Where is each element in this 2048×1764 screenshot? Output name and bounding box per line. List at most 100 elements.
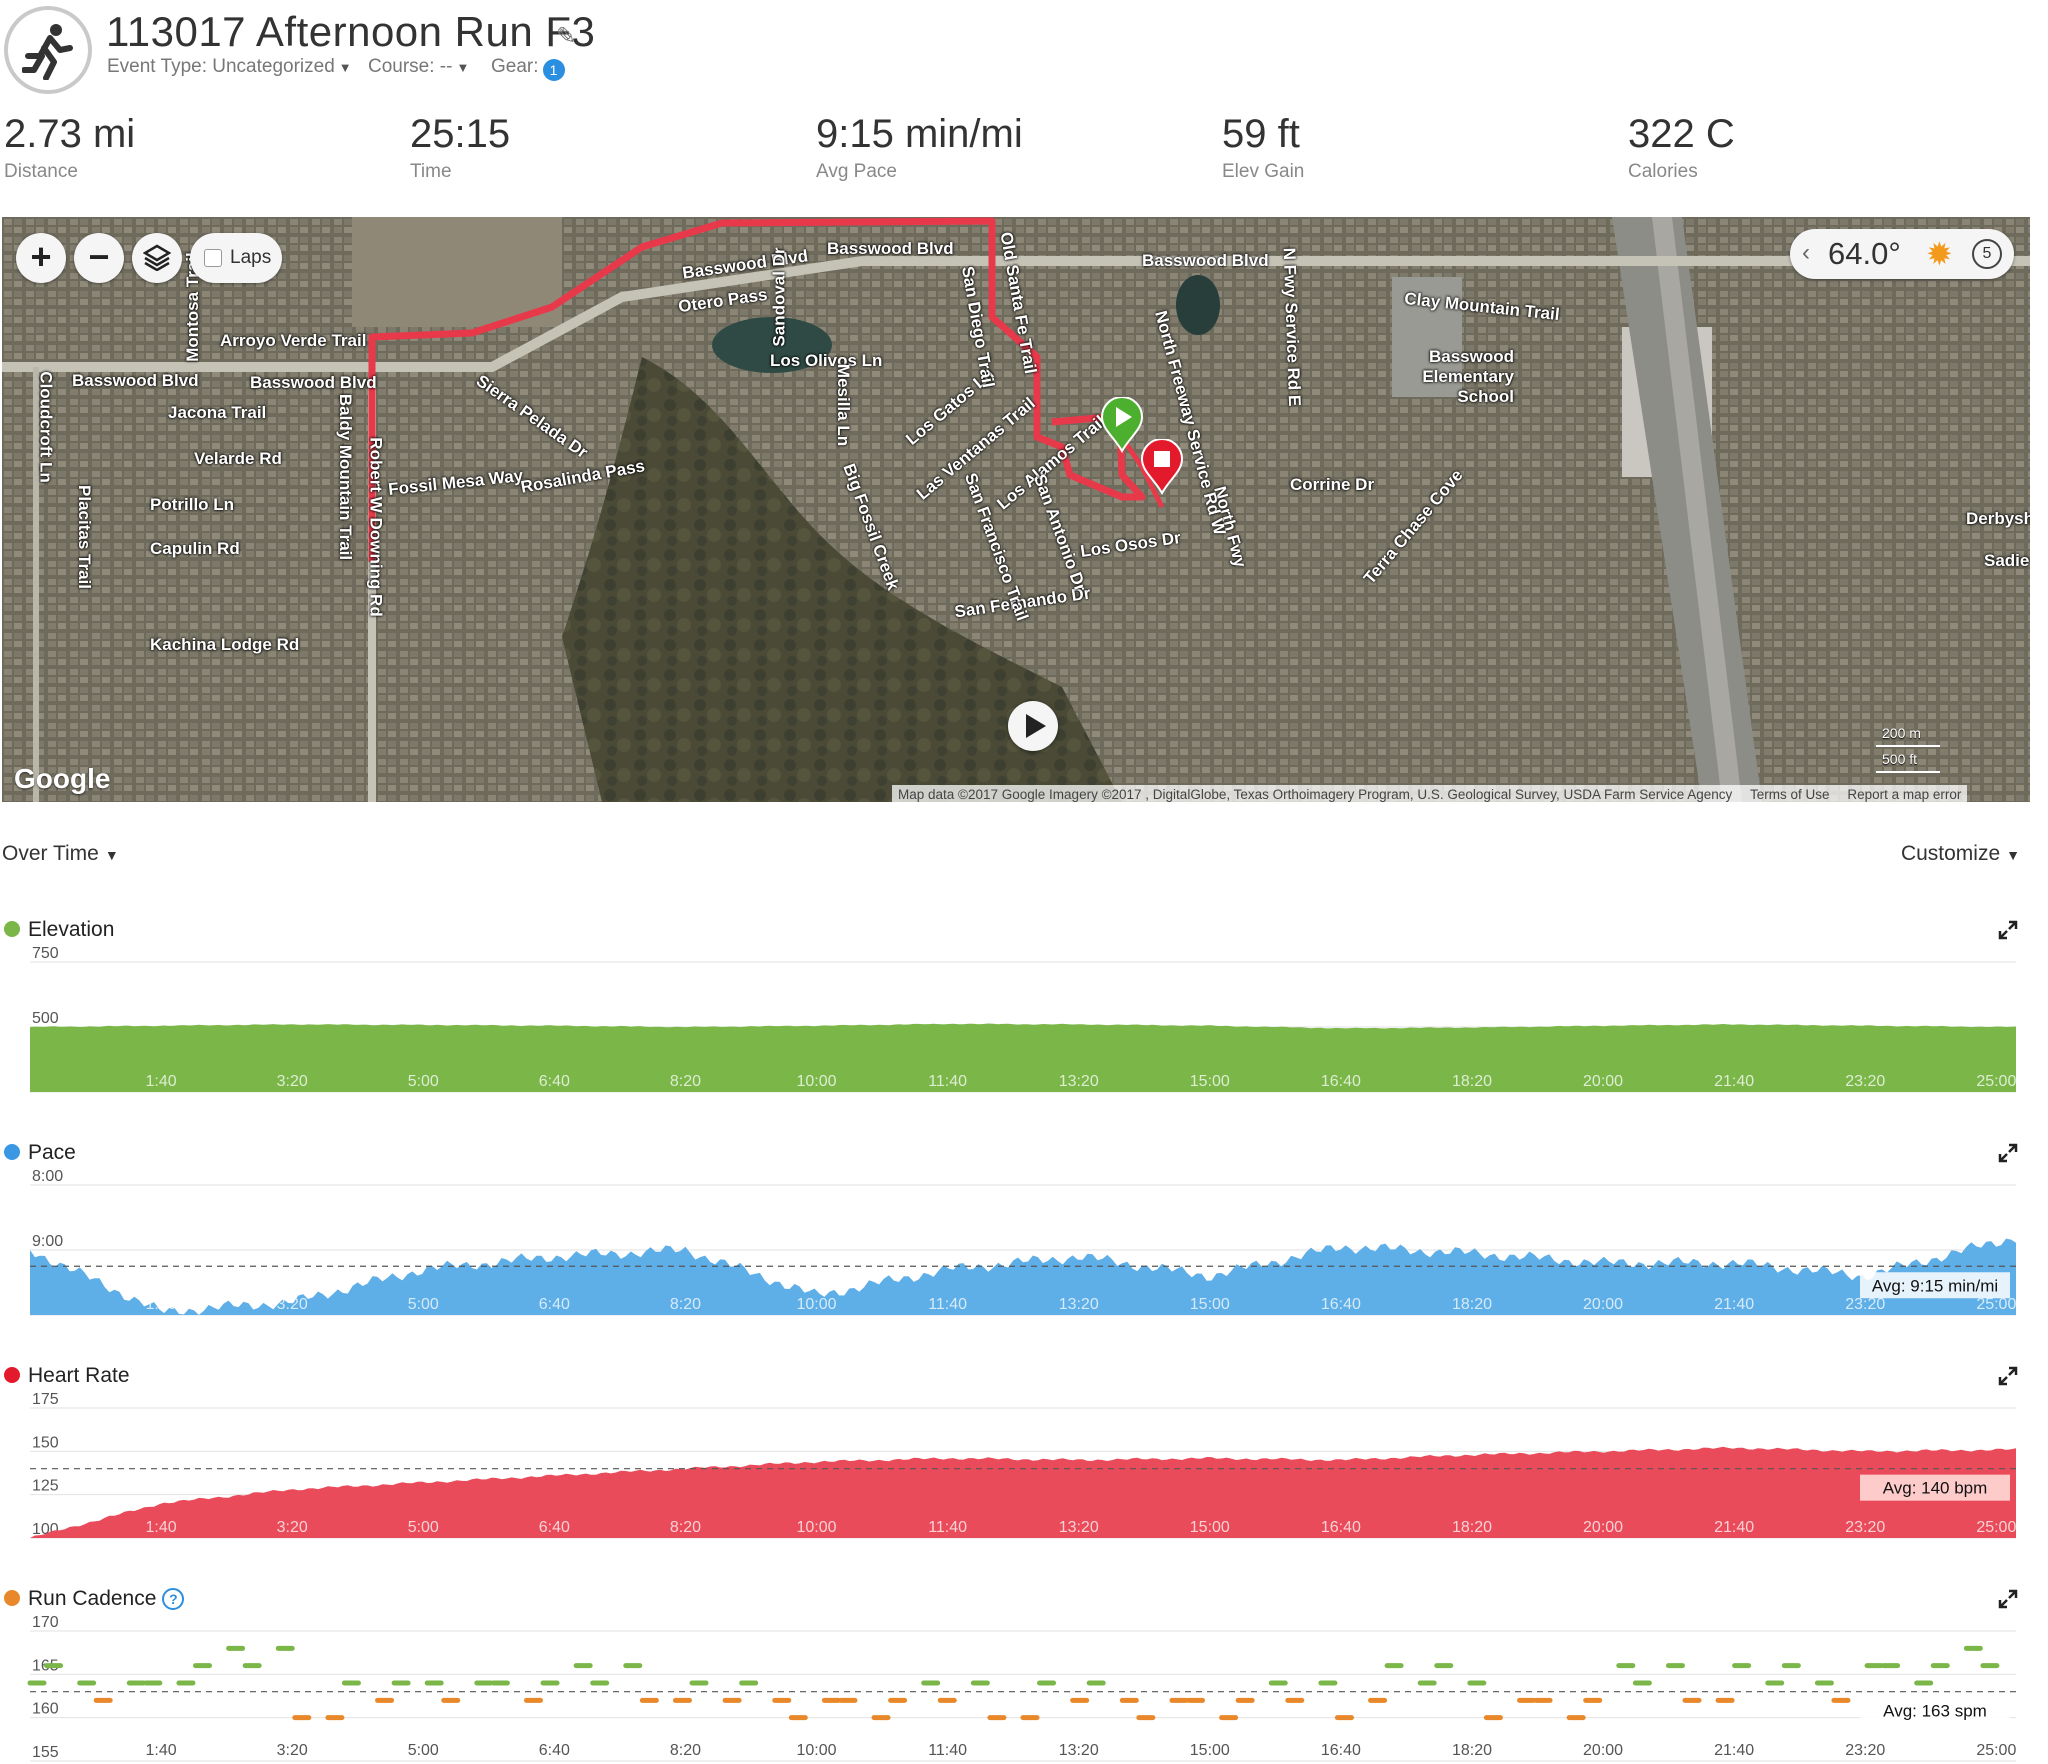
x-tick-label: 6:40 — [539, 1742, 570, 1759]
street-label: Jacona Trail — [168, 403, 267, 422]
x-tick-label: 15:00 — [1190, 1519, 1230, 1536]
y-tick-label: 500 — [32, 1010, 59, 1027]
customize-label: Customize — [1900, 842, 2001, 865]
street-label: Cloudcroft Ln — [36, 371, 56, 483]
terms-of-use-link[interactable]: Terms of Use — [1750, 787, 1830, 802]
x-tick-label: 5:00 — [408, 1519, 439, 1536]
over-time-dropdown[interactable]: Over Time ▼ — [2, 842, 119, 866]
y-tick-label: 750 — [32, 945, 59, 962]
chart-title-text: Elevation — [28, 918, 115, 941]
run-cadence-chart: Run Cadence? 170165160155Avg: 163 spm1:4… — [0, 1587, 2048, 1764]
average-label-bg — [1860, 1474, 2010, 1501]
run-cadence-plot[interactable]: 170165160155Avg: 163 spm1:403:205:006:40… — [0, 1613, 2048, 1764]
x-tick-label: 6:40 — [539, 1073, 570, 1090]
chevron-left-icon[interactable]: ‹ — [1802, 239, 1810, 266]
laps-checkbox[interactable] — [204, 249, 222, 267]
satellite-imagery — [2, 217, 2030, 802]
route-map[interactable]: Basswood Blvd Basswood Blvd Basswood Blv… — [2, 217, 2030, 802]
zoom-in-button[interactable]: + — [16, 233, 66, 283]
course-dropdown[interactable]: Course: -- ▼ — [368, 56, 469, 78]
scale-metric: 200 m — [1876, 721, 1940, 747]
x-tick-label: 15:00 — [1190, 1296, 1230, 1313]
x-tick-label: 21:40 — [1714, 1073, 1754, 1090]
stat-label: Calories — [1628, 161, 1698, 182]
activity-header: 113017 Afternoon Run F3 ✎ Event Type: Un… — [0, 0, 2048, 100]
average-label: Avg: 163 spm — [1883, 1702, 1987, 1721]
gear-selector[interactable]: Gear: 1 — [491, 56, 565, 81]
report-map-error-link[interactable]: Report a map error — [1847, 787, 1962, 802]
play-route-button[interactable] — [1008, 701, 1058, 751]
x-tick-label: 6:40 — [539, 1296, 570, 1313]
caret-down-icon: ▼ — [2006, 847, 2020, 863]
pace-chart: Pace 8:00 9:00 10:00 Avg: 9:15 min/mi 1:40 3:… — [0, 1141, 2048, 1331]
x-tick-label: 11:40 — [928, 1073, 967, 1090]
x-tick-label: 1:40 — [146, 1519, 177, 1536]
x-tick-label: 3:20 — [277, 1742, 308, 1759]
help-icon[interactable]: ? — [162, 1588, 185, 1610]
street-label: Potrillo Ln — [150, 495, 235, 514]
google-logo: Google — [14, 763, 111, 794]
expand-icon[interactable] — [1998, 1143, 2018, 1163]
chart-title: Pace — [0, 1141, 76, 1165]
gear-count-badge: 1 — [542, 59, 565, 81]
elevation-plot[interactable]: 7505002501:403:205:006:408:2010:0011:401… — [0, 944, 2048, 1108]
x-tick-label: 8:20 — [670, 1296, 701, 1313]
expand-icon[interactable] — [1998, 1366, 2018, 1386]
x-tick-label: 8:20 — [670, 1742, 701, 1759]
y-tick-label: 175 — [32, 1391, 59, 1408]
y-tick-label: 125 — [32, 1478, 59, 1495]
street-label: Derbysh — [1966, 509, 2030, 528]
stat-label: Elev Gain — [1222, 161, 1305, 182]
expand-icon[interactable] — [1998, 920, 2018, 940]
x-tick-label: 8:20 — [670, 1519, 701, 1536]
y-tick-label: 160 — [32, 1701, 59, 1718]
x-tick-label: 1:40 — [146, 1742, 177, 1759]
caret-down-icon: ▼ — [456, 60, 470, 75]
expand-icon[interactable] — [1998, 1589, 2018, 1609]
x-tick-label: 23:20 — [1845, 1073, 1885, 1090]
x-tick-label: 25:00 — [1976, 1296, 2016, 1313]
x-tick-label: 23:20 — [1845, 1742, 1885, 1759]
stat-calories: 322 C Calories — [1628, 112, 1735, 183]
laps-toggle[interactable]: Laps — [190, 233, 282, 283]
x-tick-label: 6:40 — [539, 1519, 570, 1536]
street-label: Velarde Rd — [194, 449, 282, 468]
event-type-dropdown[interactable]: Event Type: Uncategorized ▼ — [107, 56, 352, 78]
chart-title-text: Run Cadence — [28, 1587, 157, 1610]
x-tick-label: 18:20 — [1452, 1519, 1492, 1536]
street-label: Sandoval Dr — [769, 247, 789, 347]
edit-title-pencil-icon[interactable]: ✎ — [556, 23, 577, 50]
x-tick-label: 13:20 — [1059, 1742, 1099, 1759]
street-label: Arroyo Verde Trail — [220, 331, 367, 350]
x-tick-label: 8:20 — [670, 1073, 701, 1090]
chart-title-text: Heart Rate — [28, 1364, 130, 1387]
weather-widget: ‹ 64.0° ✹ 5 — [1790, 229, 2014, 279]
street-label: Sadie — [1984, 551, 2030, 570]
layers-icon — [142, 244, 172, 272]
x-tick-label: 11:40 — [928, 1519, 967, 1536]
x-tick-label: 5:00 — [408, 1073, 439, 1090]
customize-dropdown[interactable]: Customize ▼ — [1901, 842, 2020, 866]
chart-title: Elevation — [0, 918, 114, 942]
series-dot — [4, 1144, 20, 1160]
stat-value: 9:15 min/mi — [816, 112, 1023, 156]
route-line — [368, 217, 1146, 562]
x-tick-label: 1:40 — [146, 1296, 177, 1313]
average-label: Avg: 140 bpm — [1883, 1479, 1988, 1498]
x-tick-label: 3:20 — [277, 1296, 308, 1313]
x-tick-label: 21:40 — [1714, 1296, 1754, 1313]
area-series — [30, 1238, 2016, 1315]
x-tick-label: 10:00 — [797, 1742, 837, 1759]
map-layers-button[interactable] — [132, 233, 182, 283]
finish-marker-icon[interactable] — [1140, 439, 1184, 495]
average-label-bg — [1860, 1272, 2010, 1299]
start-marker-icon[interactable] — [1100, 397, 1144, 453]
event-type-label: Event Type: Uncategorized — [107, 56, 335, 77]
zoom-out-button[interactable]: − — [74, 233, 124, 283]
y-tick-label: 155 — [32, 1744, 59, 1761]
x-tick-label: 21:40 — [1714, 1519, 1754, 1536]
x-tick-label: 25:00 — [1976, 1742, 2016, 1759]
pace-plot[interactable]: 8:00 9:00 10:00 Avg: 9:15 min/mi 1:40 3:20 5:0… — [0, 1167, 2048, 1331]
average-label-bg — [1860, 1697, 2010, 1724]
